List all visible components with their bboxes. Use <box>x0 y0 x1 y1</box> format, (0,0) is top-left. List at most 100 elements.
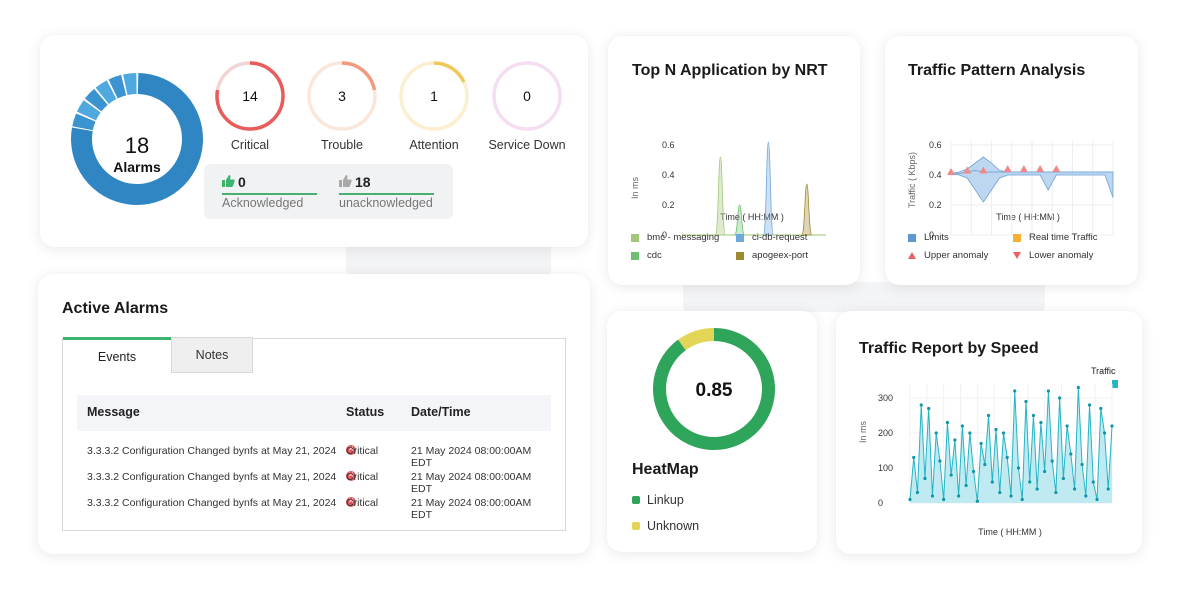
heatmap-segment-unknown[interactable] <box>678 328 714 351</box>
speed-point[interactable] <box>975 499 979 503</box>
speed-point[interactable] <box>1095 497 1099 502</box>
speed-point[interactable] <box>1091 480 1095 484</box>
nrt-peak-ci-db-request[interactable] <box>763 141 774 236</box>
speed-point[interactable] <box>919 403 923 407</box>
speed-point[interactable] <box>1072 487 1077 491</box>
speed-point[interactable] <box>1024 399 1028 404</box>
speed-point[interactable] <box>968 431 972 435</box>
speed-point[interactable] <box>1031 413 1036 418</box>
speed-point[interactable] <box>934 431 938 435</box>
legend-item[interactable]: apogeex-port <box>736 250 808 261</box>
donut-segment[interactable] <box>95 80 117 104</box>
speed-point[interactable] <box>1076 385 1080 390</box>
speed-point[interactable] <box>953 438 957 442</box>
legend-item-linkup[interactable]: Linkup <box>632 493 684 507</box>
upper-anomaly-marker[interactable] <box>1052 165 1061 172</box>
speed-point[interactable] <box>1001 431 1006 435</box>
nrt-peak-apogeex-port[interactable] <box>801 183 813 236</box>
donut-segment[interactable] <box>76 100 101 121</box>
speed-point[interactable] <box>1069 452 1073 456</box>
upper-anomaly-marker[interactable] <box>1019 165 1028 172</box>
legend-item[interactable]: Real time Traffic <box>1013 232 1097 243</box>
speed-point[interactable] <box>1087 403 1092 407</box>
legend-item[interactable]: Limits <box>908 232 949 243</box>
nrt-peak-bmc-messaging[interactable] <box>715 156 726 236</box>
speed-point[interactable] <box>1080 462 1084 467</box>
speed-point[interactable] <box>983 462 987 467</box>
speed-point[interactable] <box>1061 476 1065 481</box>
status-ring-service-down[interactable]: 0 Service Down <box>472 57 582 157</box>
speed-point[interactable] <box>1050 459 1054 463</box>
speed-point[interactable] <box>1016 466 1021 470</box>
donut-segment[interactable] <box>70 73 203 205</box>
speed-point[interactable] <box>1035 487 1039 491</box>
speed-point[interactable] <box>949 473 953 477</box>
legend-item[interactable]: Lower anomaly <box>1013 250 1093 261</box>
column-header-message[interactable]: Message <box>87 405 140 419</box>
status-ring-trouble[interactable]: 3 Trouble <box>287 57 397 157</box>
column-header-datetime[interactable]: Date/Time <box>411 405 471 419</box>
tab-events[interactable]: Events <box>63 337 171 373</box>
speed-point[interactable] <box>1058 396 1062 400</box>
donut-segment[interactable] <box>108 74 127 99</box>
table-row[interactable]: 3.3.3.2 Configuration Changed bynfs at M… <box>77 465 551 495</box>
speed-point[interactable] <box>957 494 961 498</box>
upper-anomaly-marker[interactable] <box>1003 165 1012 172</box>
speed-point[interactable] <box>1065 424 1069 428</box>
speed-point[interactable] <box>979 441 983 446</box>
speed-point[interactable] <box>1013 389 1017 393</box>
speed-point[interactable] <box>1084 494 1088 498</box>
speed-point[interactable] <box>908 497 912 502</box>
legend-item-unknown[interactable]: Unknown <box>632 519 699 533</box>
status-ring-critical[interactable]: 14 Critical <box>195 57 305 157</box>
speed-point[interactable] <box>998 490 1002 495</box>
legend-swatch <box>631 233 639 242</box>
speed-point[interactable] <box>1110 424 1114 428</box>
unacknowledged-stat[interactable]: 18 unacknowledged <box>339 174 434 210</box>
legend-item[interactable]: Upper anomaly <box>908 250 988 261</box>
speed-point[interactable] <box>1043 469 1047 474</box>
speed-point[interactable] <box>930 494 935 498</box>
upper-anomaly-marker[interactable] <box>947 168 955 175</box>
legend-item[interactable]: bmc - messaging <box>631 232 719 243</box>
speed-point[interactable] <box>923 476 927 481</box>
speed-point[interactable] <box>927 406 931 411</box>
speed-point[interactable] <box>942 497 946 502</box>
speed-point[interactable] <box>1005 455 1009 460</box>
speed-point[interactable] <box>1009 494 1013 498</box>
legend-item[interactable]: ci-db-request <box>736 232 807 243</box>
donut-segment[interactable] <box>123 73 137 96</box>
speed-point[interactable] <box>986 413 991 418</box>
speed-point[interactable] <box>1028 480 1032 484</box>
table-row[interactable]: 3.3.3.2 Configuration Changed bynfs at M… <box>77 439 551 469</box>
upper-anomaly-marker[interactable] <box>979 166 988 174</box>
donut-segment[interactable] <box>84 88 108 112</box>
speed-point[interactable] <box>971 469 976 474</box>
speed-point[interactable] <box>964 483 968 488</box>
column-header-status[interactable]: Status <box>346 405 385 419</box>
speed-point[interactable] <box>994 427 998 432</box>
speed-point[interactable] <box>1046 389 1051 393</box>
upper-anomaly-marker[interactable] <box>963 166 972 174</box>
speed-point[interactable] <box>1099 406 1103 411</box>
speed-point[interactable] <box>1020 497 1024 502</box>
tpa-real-time-line[interactable] <box>951 169 1113 174</box>
speed-point[interactable] <box>1102 431 1107 435</box>
legend-item[interactable]: cdc <box>631 250 662 261</box>
nrt-peak-cdc[interactable] <box>734 204 745 236</box>
speed-point[interactable] <box>1054 490 1058 495</box>
tab-notes[interactable]: Notes <box>171 337 253 373</box>
speed-point[interactable] <box>945 420 950 425</box>
speed-point[interactable] <box>912 455 916 460</box>
speed-point[interactable] <box>938 459 942 463</box>
speed-point[interactable] <box>960 424 964 428</box>
status-ring-attention[interactable]: 1 Attention <box>379 57 489 157</box>
speed-point[interactable] <box>1106 487 1110 491</box>
donut-segment[interactable] <box>72 113 96 131</box>
acknowledged-stat[interactable]: 0 Acknowledged <box>222 174 317 210</box>
upper-anomaly-marker[interactable] <box>1036 165 1045 172</box>
table-row[interactable]: 3.3.3.2 Configuration Changed bynfs at M… <box>77 491 551 521</box>
speed-point[interactable] <box>1039 420 1043 425</box>
speed-point[interactable] <box>915 490 920 495</box>
speed-point[interactable] <box>990 480 994 484</box>
